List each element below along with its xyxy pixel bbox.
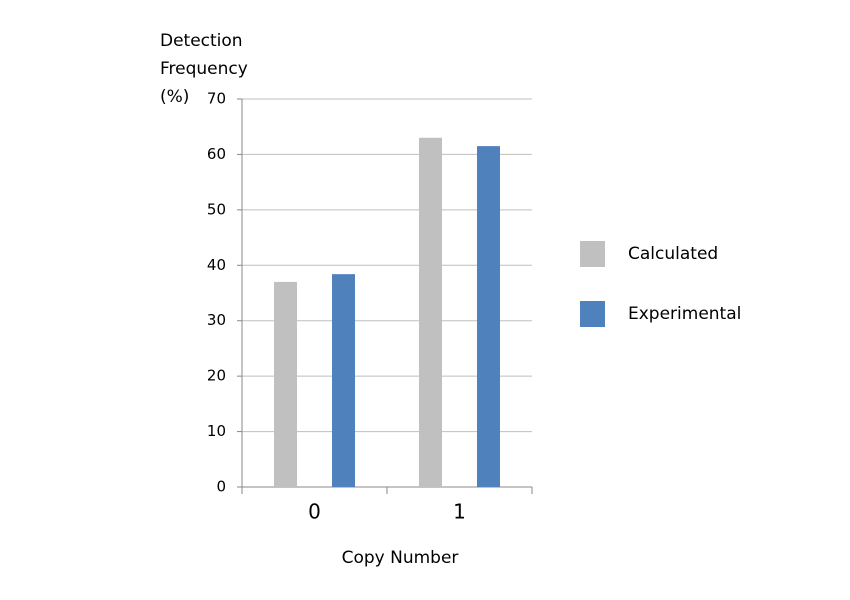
y-tick-label: 0 — [216, 478, 226, 496]
x-axis-label: Copy Number — [342, 548, 459, 568]
bar — [332, 274, 355, 487]
y-tick-label: 70 — [207, 90, 226, 108]
bar — [477, 146, 500, 487]
bar — [274, 281, 297, 487]
x-tick-label: 1 — [453, 500, 466, 524]
y-axis-label: Detection Frequency (%) — [160, 31, 248, 107]
legend-swatch — [580, 301, 605, 327]
bar — [419, 137, 442, 488]
y-tick-label: 20 — [207, 367, 226, 385]
y-tick-label: 50 — [207, 200, 226, 218]
legend-label: Calculated — [628, 244, 718, 264]
legend-label: Experimental — [628, 304, 741, 324]
y-tick-label: 60 — [207, 145, 226, 163]
y-tick-label: 10 — [207, 422, 226, 440]
y-tick-label: 30 — [207, 311, 226, 329]
legend-swatch — [580, 241, 605, 267]
y-tick-label: 40 — [207, 256, 226, 274]
x-tick-label: 0 — [308, 500, 321, 524]
